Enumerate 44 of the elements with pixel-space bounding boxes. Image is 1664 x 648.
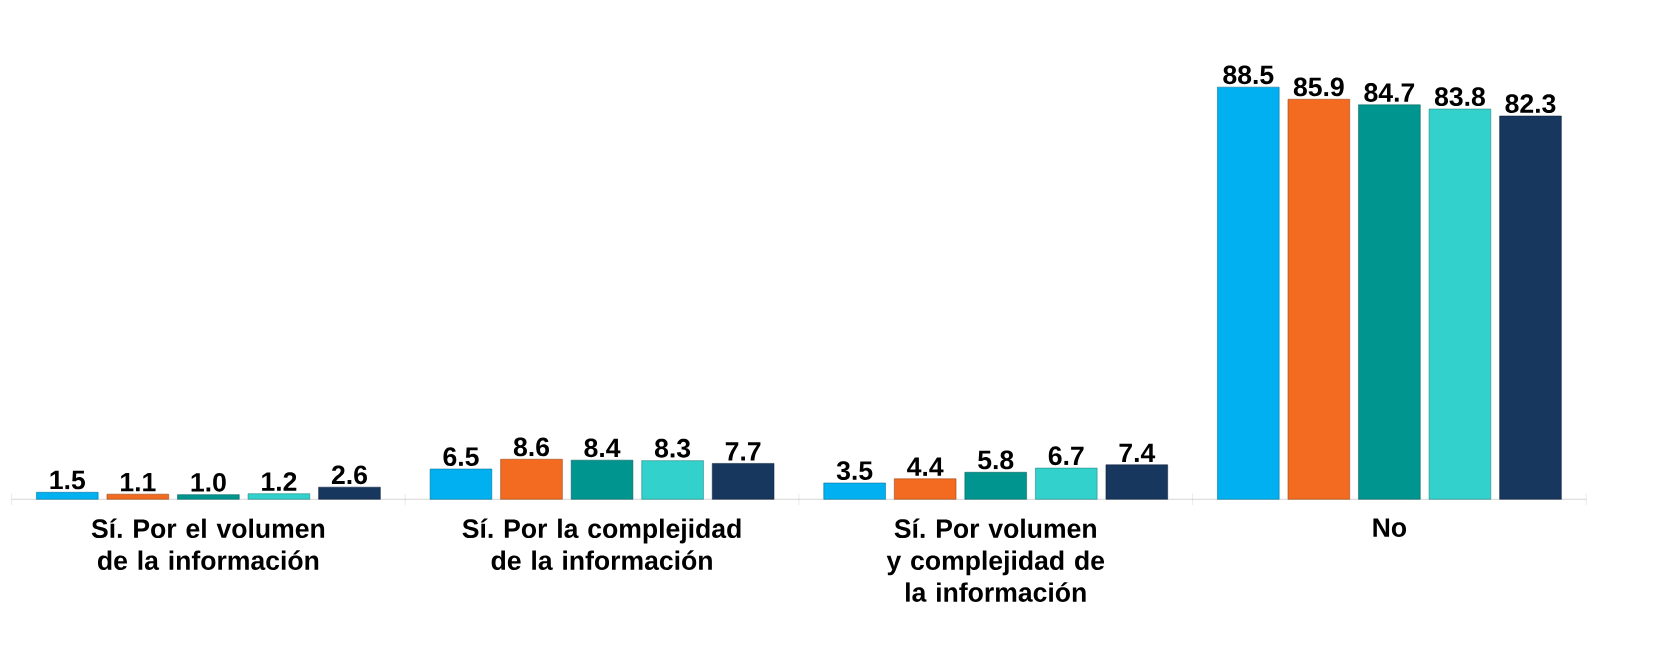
- data-label: 1.2: [262, 472, 297, 491]
- data-label: 88.5: [1223, 65, 1274, 85]
- bar: [1105, 464, 1168, 500]
- bar: [894, 478, 957, 500]
- bar: [500, 458, 563, 500]
- data-label: 3.5: [836, 461, 873, 481]
- data-label: 1.0: [191, 472, 226, 492]
- data-label: 6.7: [1048, 446, 1084, 466]
- data-label: 82.3: [1505, 94, 1556, 114]
- data-label: 5.8: [978, 450, 1014, 470]
- data-label: 1.1: [121, 472, 156, 492]
- data-label: 7.7: [725, 442, 761, 461]
- bar: [1217, 86, 1280, 500]
- bar: [1428, 108, 1492, 500]
- bar: [1287, 98, 1350, 500]
- data-label: 2.6: [331, 465, 367, 485]
- bar: [177, 494, 240, 500]
- bar: [318, 486, 381, 500]
- x-tick-label: No: [1373, 518, 1407, 537]
- x-tick-label: Sí. Por la complejidad de la información: [462, 518, 741, 570]
- data-label: 4.4: [907, 457, 944, 476]
- bar: [964, 471, 1027, 500]
- bar: [429, 468, 493, 500]
- bar: [106, 493, 169, 500]
- x-tick-label: Sí. Por el volumen de la información: [91, 518, 325, 570]
- bar: [570, 459, 634, 500]
- data-label: 85.9: [1293, 77, 1344, 97]
- data-label: 7.4: [1119, 443, 1156, 462]
- data-label: 6.5: [443, 447, 479, 467]
- data-label: 8.3: [654, 438, 691, 458]
- bar: [1358, 104, 1421, 500]
- bar: [823, 482, 886, 500]
- data-label: 8.4: [584, 438, 621, 458]
- bar: [1035, 467, 1098, 500]
- data-label: 8.6: [513, 437, 550, 457]
- bar: [641, 460, 704, 500]
- data-label: 83.8: [1434, 87, 1485, 107]
- x-tick-label: Sí. Por volumen y complejidad de la información: [886, 518, 1105, 602]
- bar: [712, 463, 775, 500]
- bar: [247, 493, 311, 500]
- bar: [36, 491, 99, 500]
- data-label: 1.5: [50, 470, 86, 490]
- data-label: 84.7: [1364, 83, 1415, 102]
- bar: [1499, 115, 1562, 500]
